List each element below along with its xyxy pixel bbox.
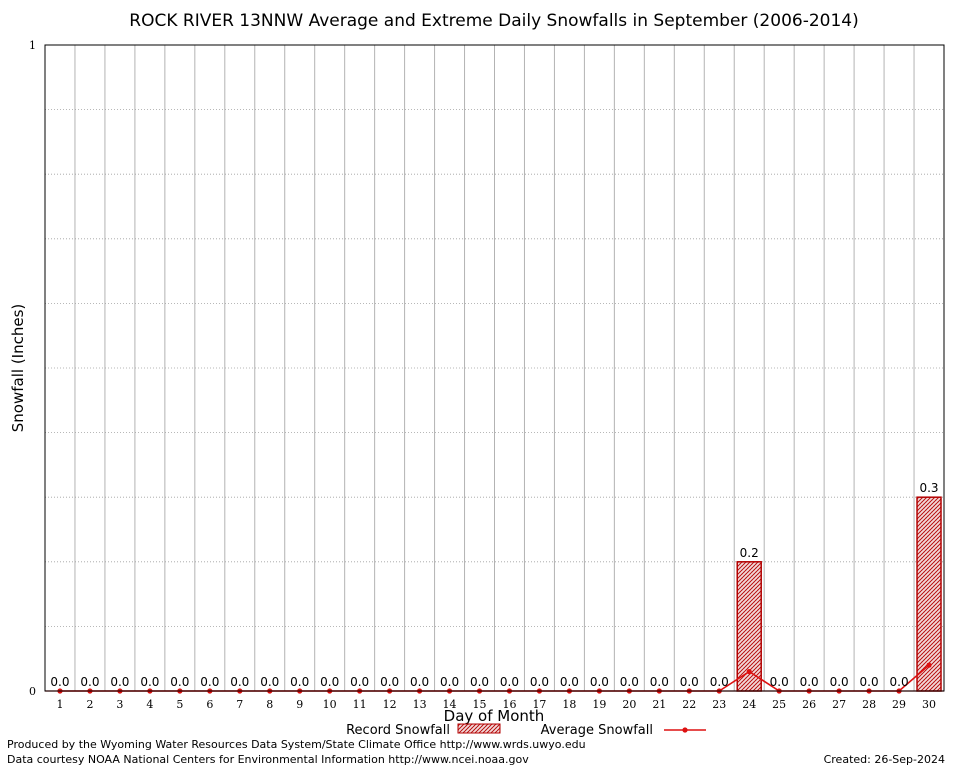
data-label-day-16: 0.0 <box>500 675 519 689</box>
x-tick-11: 11 <box>353 698 367 711</box>
data-label-day-15: 0.0 <box>470 675 489 689</box>
x-tick-23: 23 <box>712 698 726 711</box>
footer-data-courtesy: Data courtesy NOAA National Centers for … <box>7 753 529 766</box>
data-label-day-20: 0.0 <box>620 675 639 689</box>
data-label-day-3: 0.0 <box>110 675 129 689</box>
legend-swatch-average-marker <box>682 727 688 733</box>
x-tick-22: 22 <box>682 698 696 711</box>
data-label-day-18: 0.0 <box>560 675 579 689</box>
x-tick-13: 13 <box>413 698 427 711</box>
x-tick-1: 1 <box>56 698 63 711</box>
data-label-day-30: 0.3 <box>919 481 938 495</box>
data-label-day-28: 0.0 <box>860 675 879 689</box>
data-label-day-19: 0.0 <box>590 675 609 689</box>
y-axis-label: Snowfall (Inches) <box>9 304 27 432</box>
data-label-day-10: 0.0 <box>320 675 339 689</box>
x-axis-label: Day of Month <box>444 707 545 725</box>
average-point-day-30 <box>926 662 932 668</box>
x-tick-24: 24 <box>742 698 756 711</box>
x-tick-9: 9 <box>296 698 303 711</box>
data-label-day-26: 0.0 <box>800 675 819 689</box>
x-tick-6: 6 <box>206 698 213 711</box>
legend: Record Snowfall Average Snowfall <box>346 723 706 738</box>
data-label-day-21: 0.0 <box>650 675 669 689</box>
x-tick-21: 21 <box>652 698 666 711</box>
data-label-day-24: 0.2 <box>740 546 759 560</box>
x-tick-28: 28 <box>862 698 876 711</box>
plot-frame <box>44 44 945 692</box>
y-tick-0: 0 <box>29 685 36 698</box>
legend-label-record: Record Snowfall <box>346 723 450 738</box>
data-label-day-29: 0.0 <box>890 675 909 689</box>
data-label-day-11: 0.0 <box>350 675 369 689</box>
x-tick-26: 26 <box>802 698 816 711</box>
y-tick-labels: 01 <box>29 39 36 698</box>
footer-created: Created: 26-Sep-2024 <box>823 753 945 766</box>
data-label-day-7: 0.0 <box>230 675 249 689</box>
data-label-day-1: 0.0 <box>50 675 69 689</box>
data-label-day-6: 0.0 <box>200 675 219 689</box>
x-tick-15: 15 <box>473 698 487 711</box>
x-tick-12: 12 <box>383 698 397 711</box>
x-tick-30: 30 <box>922 698 936 711</box>
chart-title: ROCK RIVER 13NNW Average and Extreme Dai… <box>129 11 858 31</box>
data-label-day-22: 0.0 <box>680 675 699 689</box>
x-tick-20: 20 <box>622 698 636 711</box>
grid-lines <box>45 45 944 691</box>
x-tick-3: 3 <box>116 698 123 711</box>
x-tick-2: 2 <box>86 698 93 711</box>
footer-produced-by: Produced by the Wyoming Water Resources … <box>7 738 586 751</box>
data-label-day-12: 0.0 <box>380 675 399 689</box>
x-tick-5: 5 <box>176 698 183 711</box>
x-tick-labels: 1 2 3 4 5 6 7 8 9 10 11 12 13 14 15 16 17 18 19 20 21 22 23 24 2… <box>56 698 936 711</box>
x-tick-29: 29 <box>892 698 906 711</box>
x-tick-25: 25 <box>772 698 786 711</box>
x-tick-18: 18 <box>562 698 576 711</box>
data-label-day-5: 0.0 <box>170 675 189 689</box>
legend-label-average: Average Snowfall <box>541 723 653 738</box>
data-label-day-14: 0.0 <box>440 675 459 689</box>
x-tick-19: 19 <box>592 698 606 711</box>
record-bar-day-30 <box>916 496 942 692</box>
data-label-day-27: 0.0 <box>830 675 849 689</box>
x-tick-7: 7 <box>236 698 243 711</box>
x-tick-8: 8 <box>266 698 273 711</box>
x-tick-10: 10 <box>323 698 337 711</box>
data-label-day-23: 0.0 <box>710 675 729 689</box>
average-point-day-24 <box>746 669 752 675</box>
x-tick-27: 27 <box>832 698 846 711</box>
x-tick-14: 14 <box>443 698 457 711</box>
data-label-day-8: 0.0 <box>260 675 279 689</box>
data-label-day-9: 0.0 <box>290 675 309 689</box>
data-label-day-4: 0.0 <box>140 675 159 689</box>
x-tick-17: 17 <box>532 698 546 711</box>
legend-swatch-record <box>457 723 501 734</box>
data-label-day-2: 0.0 <box>80 675 99 689</box>
data-label-day-17: 0.0 <box>530 675 549 689</box>
data-label-day-13: 0.0 <box>410 675 429 689</box>
data-labels: 0.0 0.0 0.0 0.0 0.0 0.0 0.0 0.0 0.0 0.0 0.0 0.0 0.0 0… <box>50 481 938 689</box>
y-tick-1: 1 <box>29 39 36 52</box>
record-bars <box>45 496 944 692</box>
x-tick-16: 16 <box>502 698 516 711</box>
x-tick-4: 4 <box>146 698 153 711</box>
data-label-day-25: 0.0 <box>770 675 789 689</box>
